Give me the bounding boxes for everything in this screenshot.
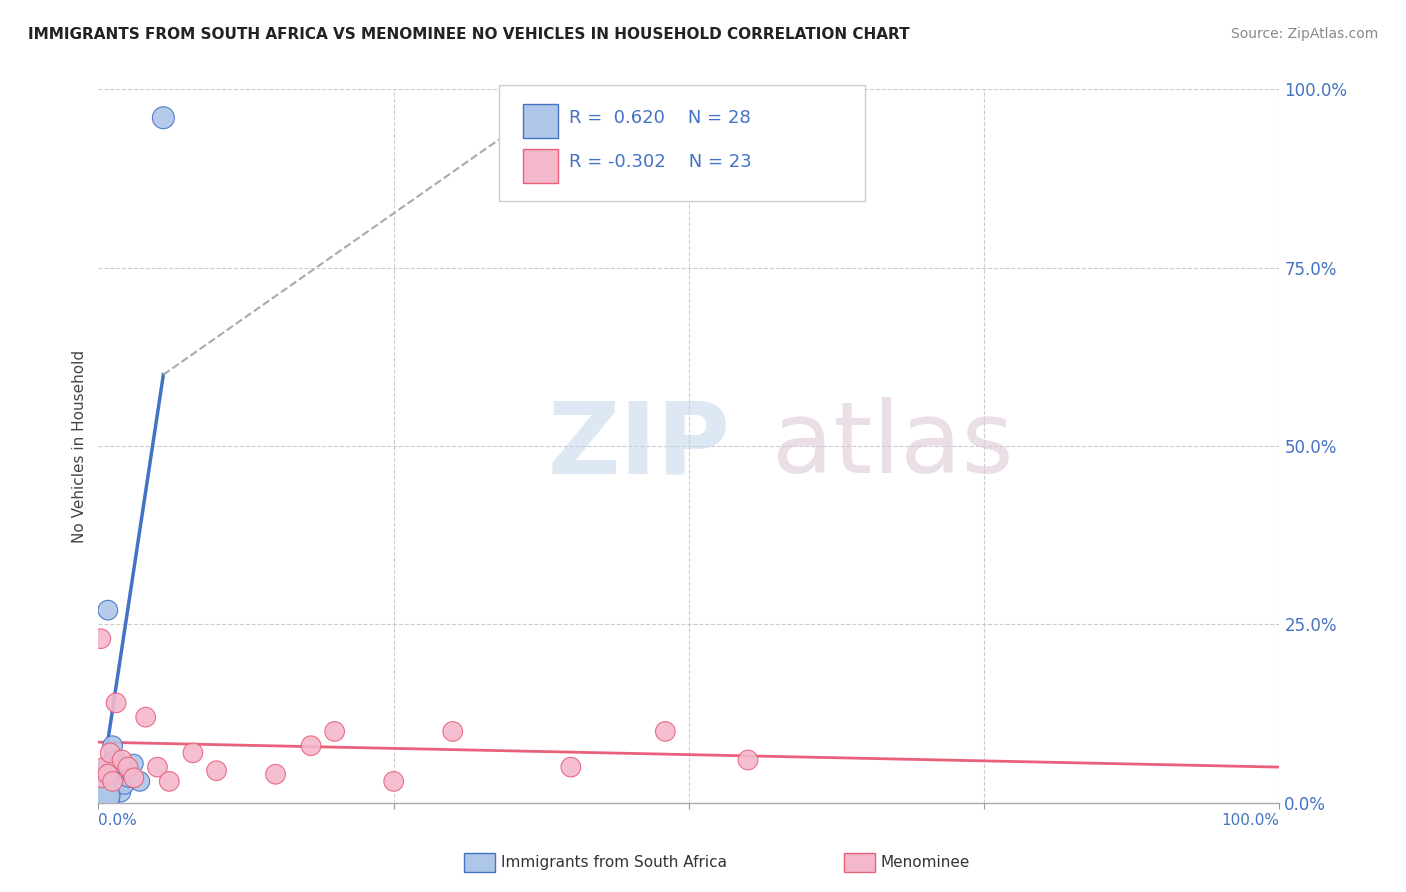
Text: 0.0%: 0.0% [98,814,138,828]
Point [93,760,115,774]
Text: Source: ZipAtlas.com: Source: ZipAtlas.com [1230,27,1378,41]
Point [91,785,114,799]
Y-axis label: No Vehicles in Household: No Vehicles in Household [72,350,87,542]
Point [96,771,118,785]
Point [111,753,134,767]
Point [181,746,204,760]
Point [90,774,112,789]
Point [104,774,127,789]
Point [737,753,759,767]
Point [101,774,124,789]
Point [205,764,228,778]
Point [117,760,139,774]
Point [93,789,115,803]
Point [323,724,346,739]
Point [654,724,676,739]
Point [111,774,134,789]
Point [107,778,129,792]
Text: R = -0.302    N = 23: R = -0.302 N = 23 [569,153,752,171]
Text: atlas: atlas [772,398,1014,494]
Text: ZIP: ZIP [547,398,730,494]
Point [98,764,121,778]
Text: R =  0.620    N = 28: R = 0.620 N = 28 [569,109,751,127]
Text: Immigrants from South Africa: Immigrants from South Africa [501,855,727,870]
Point [97,760,120,774]
Point [112,778,135,792]
Point [110,785,132,799]
Point [441,724,464,739]
Point [101,739,124,753]
Point [146,760,169,774]
Point [105,753,128,767]
Point [117,771,139,785]
Point [105,756,128,771]
Point [128,774,150,789]
Point [122,756,145,771]
Point [100,781,122,796]
Point [152,111,174,125]
Text: IMMIGRANTS FROM SOUTH AFRICA VS MENOMINEE NO VEHICLES IN HOUSEHOLD CORRELATION C: IMMIGRANTS FROM SOUTH AFRICA VS MENOMINE… [28,27,910,42]
Point [91,771,114,785]
Point [97,603,120,617]
Point [264,767,287,781]
Point [93,767,115,781]
Point [103,764,125,778]
Point [121,767,143,781]
Text: 100.0%: 100.0% [1222,814,1279,828]
Point [108,767,131,781]
Point [91,778,114,792]
Point [299,739,322,753]
Point [97,767,120,781]
Text: Menominee: Menominee [880,855,970,870]
Point [91,792,114,806]
Point [98,781,121,796]
Point [122,771,145,785]
Point [135,710,157,724]
Point [105,696,128,710]
Point [94,789,117,803]
Point [382,774,405,789]
Point [90,632,112,646]
Point [157,774,180,789]
Point [98,746,121,760]
Point [560,760,582,774]
